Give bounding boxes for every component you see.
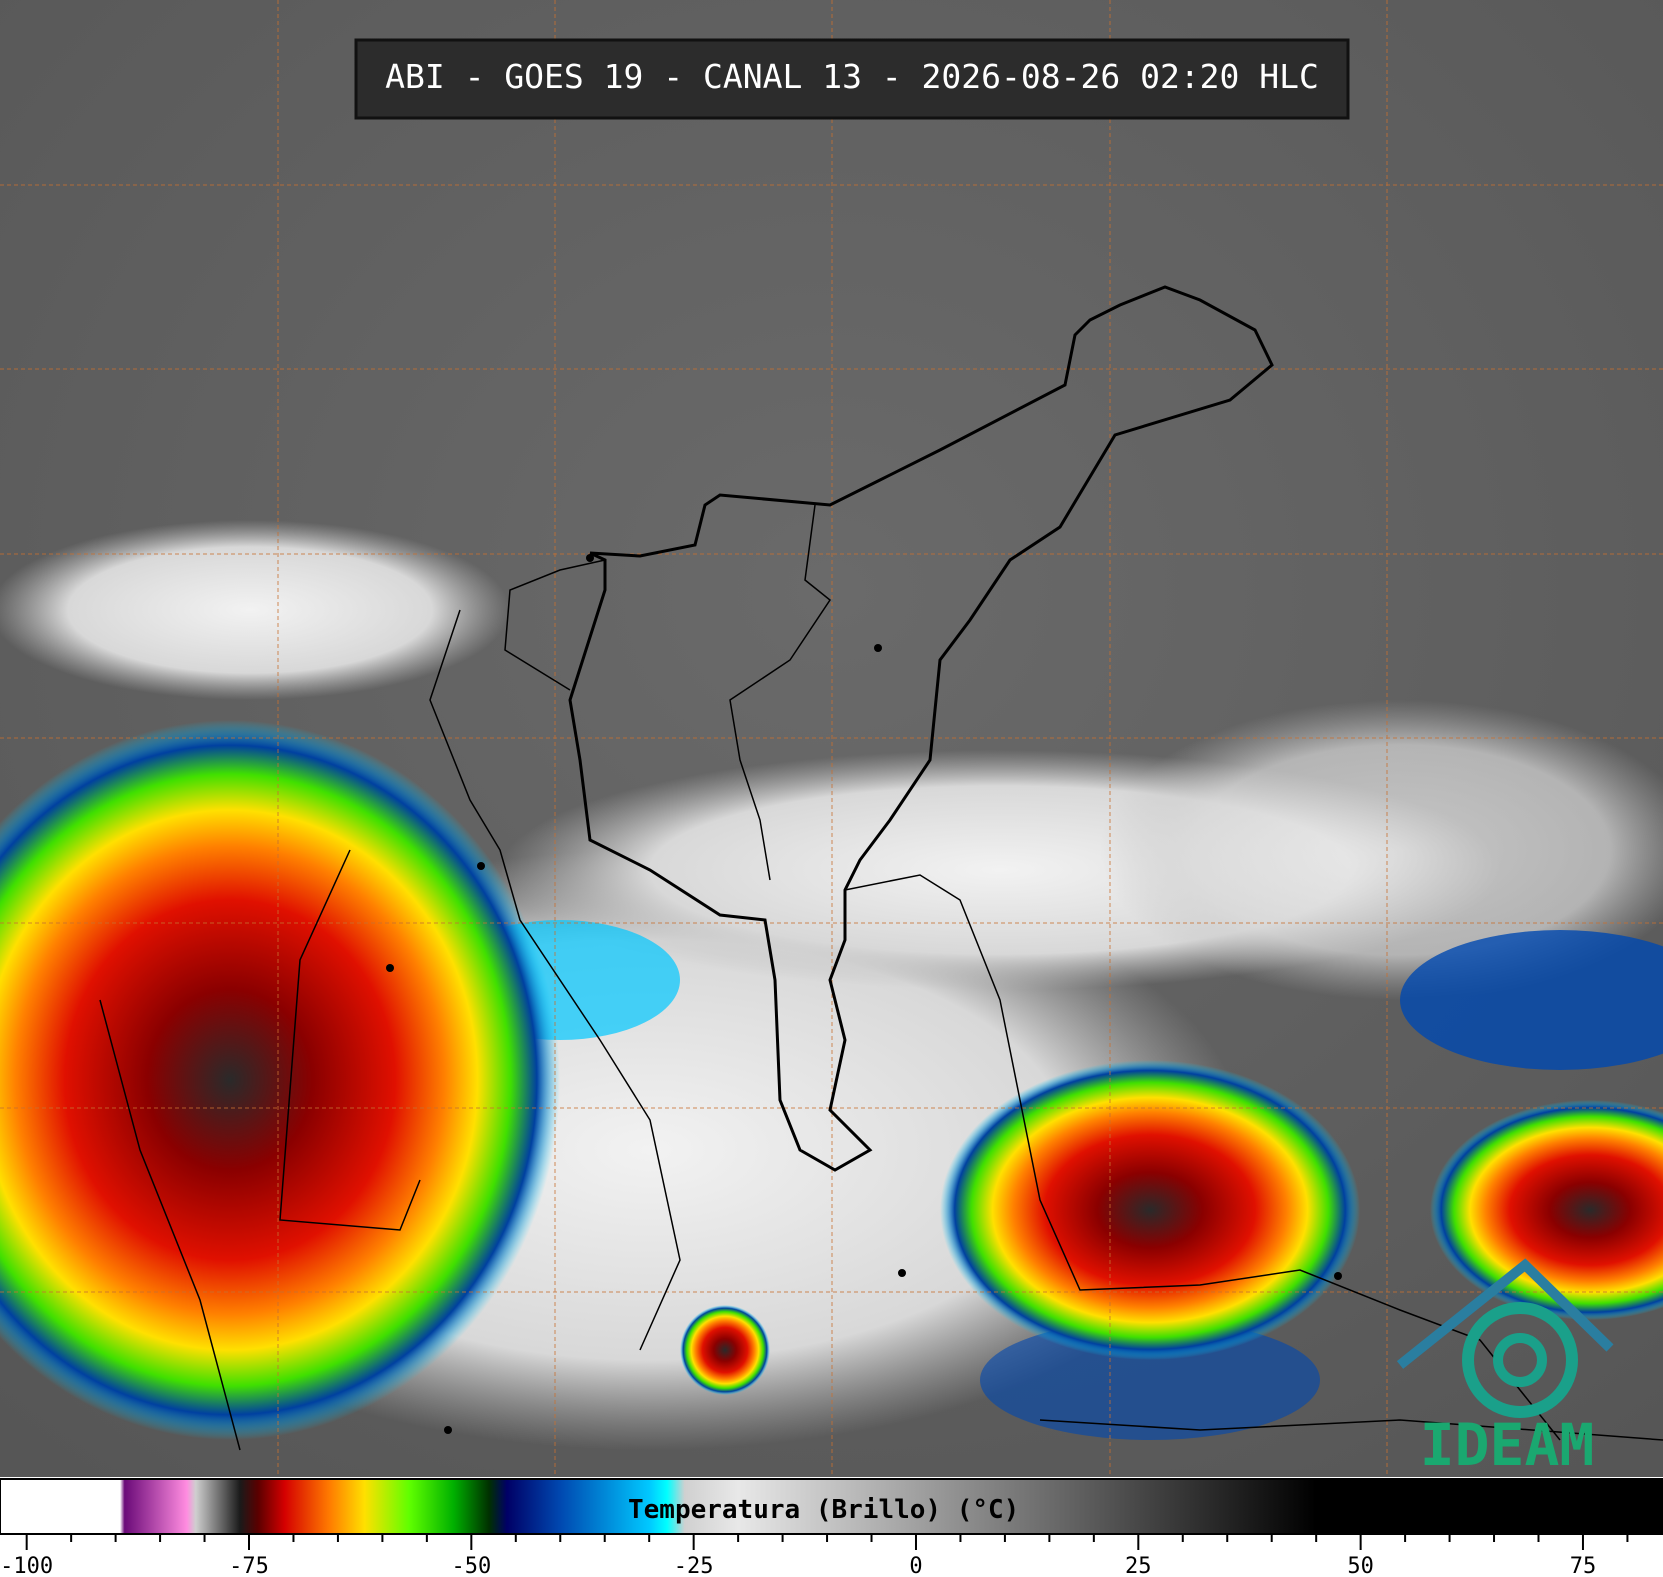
logo-text: IDEAM (1420, 1411, 1595, 1479)
colorbar: Temperatura (Brillo) (°C) -100 -75 -50 -25 0 2… (0, 1478, 1663, 1577)
colorbar-gradient (0, 1478, 1663, 1535)
tick-label: -50 (451, 1554, 491, 1577)
ideam-logo: IDEAM (1396, 1258, 1614, 1479)
tick-label: -100 (0, 1554, 53, 1577)
tick-label: 0 (909, 1554, 922, 1577)
tick-label: -25 (674, 1554, 714, 1577)
tick-label: 25 (1125, 1554, 1152, 1577)
boundaries (99, 285, 1663, 1451)
colorbar-label: Temperatura (Brillo) (°C) (628, 1495, 1019, 1525)
lat-lon-grid (0, 0, 1663, 1477)
title-box: ABI - GOES 19 - CANAL 13 - 2026-08-26 02… (354, 38, 1350, 120)
tick-label: -75 (229, 1554, 269, 1577)
convective-cells (0, 720, 1663, 1440)
cities (386, 554, 1342, 1434)
tick-label: 75 (1570, 1554, 1597, 1577)
title: ABI - GOES 19 - CANAL 13 - 2026-08-26 02… (385, 57, 1319, 96)
tick-label: 50 (1347, 1554, 1374, 1577)
